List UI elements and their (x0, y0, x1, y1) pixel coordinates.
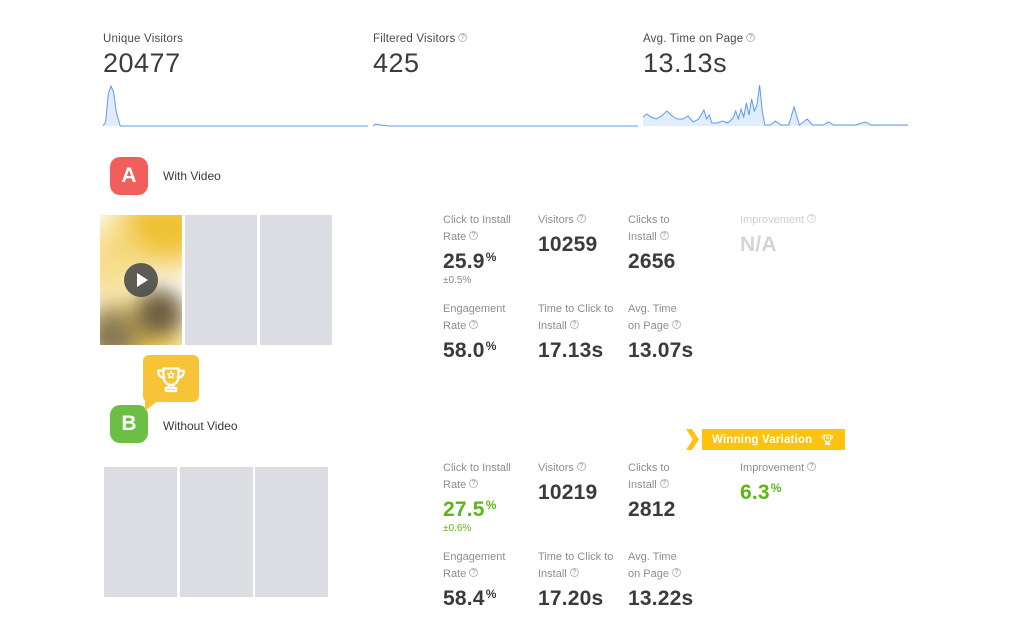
metric-engagement-rate: Engagement Rate? 58.4% (443, 549, 538, 619)
help-icon[interactable]: ? (569, 568, 579, 578)
metric-value: 6.3% (740, 481, 782, 505)
help-icon[interactable]: ? (746, 33, 756, 42)
variation-a-name: With Video (163, 169, 221, 183)
help-icon[interactable]: ? (576, 462, 586, 471)
unique-visitors-sparkline (103, 80, 368, 130)
trophy-icon (157, 366, 185, 392)
metric-value: 13.22s (628, 587, 694, 611)
metric-value: 10259 (538, 233, 598, 257)
metric-margin-of-error: ±0.5% (443, 275, 472, 287)
metric-avg-time-on-page: Avg. Time on Page? 13.22s (628, 549, 740, 619)
metric-value: 58.0% (443, 339, 497, 363)
metric-clicks-to-install: Clicks to Install? 2656 (628, 212, 740, 286)
metric-time-to-click: Time to Click to Install? 17.20s (538, 549, 628, 619)
metric-visitors: Visitors? 10219 (538, 460, 628, 534)
help-icon[interactable]: ? (469, 479, 479, 489)
stat-label: Avg. Time on Page? (643, 33, 911, 45)
screenshot-placeholder[interactable] (260, 215, 332, 345)
help-icon[interactable]: ? (671, 320, 681, 330)
banner-trophy-icon (822, 434, 834, 445)
winning-variation-banner: Winning Variation (686, 429, 846, 450)
metric-value: 27.5% (443, 498, 497, 522)
metric-improvement: Improvement? 6.3% (740, 460, 890, 534)
variation-a-badge: A (110, 157, 148, 195)
metric-value: 2656 (628, 250, 676, 274)
stat-label: Filtered Visitors? (373, 33, 641, 45)
help-icon[interactable]: ? (576, 214, 586, 223)
metric-time-to-click: Time to Click to Install? 17.13s (538, 301, 628, 371)
variation-b-name: Without Video (163, 419, 238, 433)
screenshot-placeholder[interactable] (255, 467, 328, 597)
help-icon[interactable]: ? (671, 568, 681, 578)
stat-value: 20477 (103, 48, 181, 78)
help-icon[interactable]: ? (469, 231, 479, 241)
metric-click-to-install-rate: Click to Install Rate? 27.5% ±0.6% (443, 460, 538, 534)
winner-trophy-bubble (143, 355, 199, 411)
metric-value: 17.13s (538, 339, 604, 363)
metric-value: 17.20s (538, 587, 604, 611)
play-button-icon[interactable] (124, 263, 158, 297)
metric-engagement-rate: Engagement Rate? 58.0% (443, 301, 538, 371)
banner-label: Winning Variation (712, 433, 813, 446)
metric-value: 25.9% (443, 250, 497, 274)
stat-value: 13.13s (643, 48, 728, 78)
screenshot-placeholder[interactable] (180, 467, 253, 597)
help-icon[interactable]: ? (807, 462, 817, 471)
variation-b-metrics: Click to Install Rate? 27.5% ±0.6% Visit… (443, 460, 890, 619)
summary-stat-unique-visitors: Unique Visitors 20477 (103, 33, 371, 79)
help-icon[interactable]: ? (469, 568, 479, 578)
help-icon[interactable]: ? (458, 33, 468, 42)
metric-value: 10219 (538, 481, 598, 505)
help-icon[interactable]: ? (469, 320, 479, 330)
video-thumbnail[interactable] (100, 215, 182, 345)
stat-label: Unique Visitors (103, 33, 184, 45)
help-icon[interactable]: ? (659, 231, 669, 241)
metric-avg-time-on-page: Avg. Time on Page? 13.07s (628, 301, 740, 371)
metric-margin-of-error: ±0.6% (443, 523, 472, 535)
help-icon[interactable]: ? (569, 320, 579, 330)
metric-improvement: Improvement? N/A (740, 212, 890, 286)
summary-stat-filtered-visitors: Filtered Visitors? 425 (373, 33, 641, 79)
metric-value: N/A (740, 233, 777, 257)
metric-value: 13.07s (628, 339, 694, 363)
metric-value: 2812 (628, 498, 676, 522)
stat-value: 425 (373, 48, 420, 78)
screenshot-placeholder[interactable] (185, 215, 257, 345)
metric-clicks-to-install: Clicks to Install? 2812 (628, 460, 740, 534)
banner-arrow (686, 429, 699, 450)
metric-value: 58.4% (443, 587, 497, 611)
metric-visitors: Visitors? 10259 (538, 212, 628, 286)
variation-b-section: B Without Video Winning Variation Click … (0, 400, 1035, 633)
help-icon[interactable]: ? (807, 214, 817, 223)
variation-a-metrics: Click to Install Rate? 25.9% ±0.5% Visit… (443, 212, 890, 371)
variation-a-section: A With Video Click to Install Rate? 25.9… (0, 155, 1035, 400)
screenshot-placeholder[interactable] (104, 467, 177, 597)
variation-b-badge: B (110, 405, 148, 443)
filtered-visitors-sparkline (373, 80, 638, 130)
help-icon[interactable]: ? (659, 479, 669, 489)
summary-stat-avg-time: Avg. Time on Page? 13.13s (643, 33, 911, 79)
avg-time-sparkline (643, 80, 908, 130)
metric-click-to-install-rate: Click to Install Rate? 25.9% ±0.5% (443, 212, 538, 286)
video-thumbnail-image (100, 215, 182, 345)
